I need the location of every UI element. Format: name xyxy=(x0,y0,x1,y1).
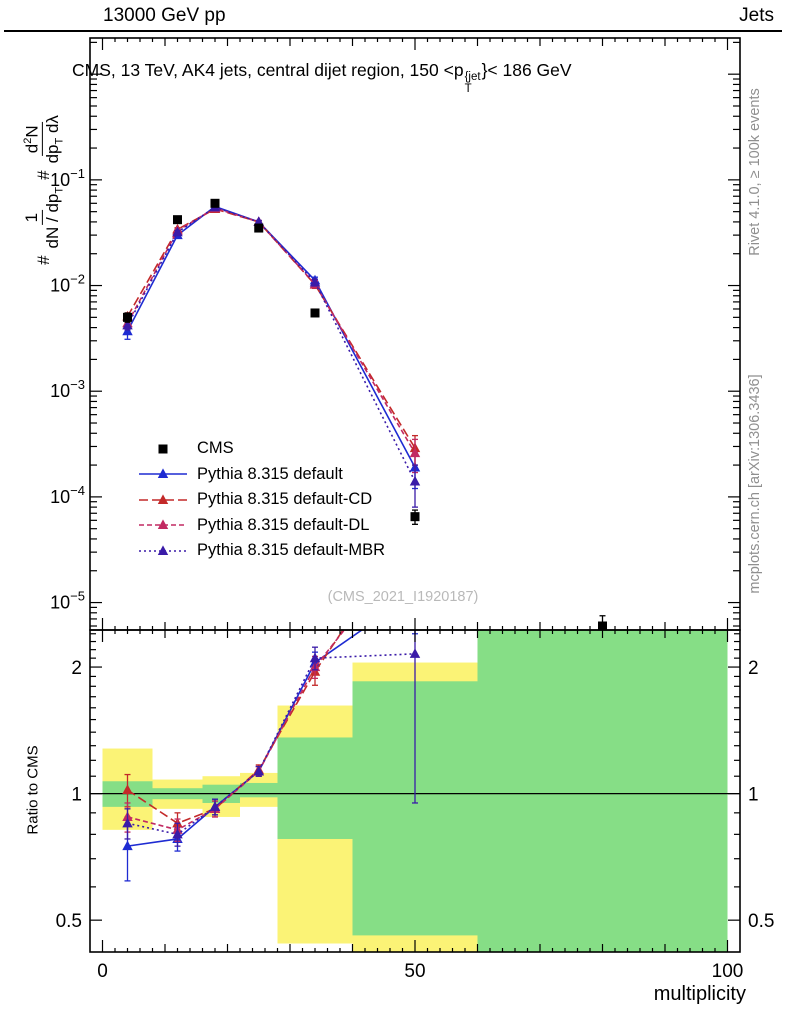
plot-title-sub: T xyxy=(464,82,472,95)
svg-text:0.5: 0.5 xyxy=(56,911,82,932)
svg-text:2: 2 xyxy=(748,658,759,679)
svg-text:0.5: 0.5 xyxy=(748,911,774,932)
legend-item-label: Pythia 8.315 default-DL xyxy=(197,515,370,534)
svg-text:1: 1 xyxy=(748,785,759,806)
square-marker-icon xyxy=(158,444,168,454)
svg-text:10−5: 10−5 xyxy=(50,589,85,613)
plot-title-supsub: {jet T xyxy=(464,71,481,95)
legend-item: Pythia 8.315 default-MBR xyxy=(138,538,385,564)
legend: CMS Pythia 8.315 default Pythia 8.315 defa… xyxy=(138,436,385,564)
plot-title: CMS, 13 TeV, AK4 jets, central dijet reg… xyxy=(72,60,572,95)
y-label-fraction-2: d2N dpT dλ xyxy=(21,115,66,164)
y-label-fraction-1: 1 dN / dpT xyxy=(22,186,66,249)
y-label-hash: # xyxy=(33,255,53,265)
legend-item-label: Pythia 8.315 default xyxy=(197,464,343,483)
svg-text:1: 1 xyxy=(71,785,82,806)
svg-text:0: 0 xyxy=(97,961,108,982)
y-label-hash: # xyxy=(33,170,53,180)
legend-item: Pythia 8.315 default-CD xyxy=(138,487,385,513)
ratio-y-axis-label: Ratio to CMS xyxy=(24,745,42,835)
legend-item: Pythia 8.315 default-DL xyxy=(138,513,385,539)
svg-text:2: 2 xyxy=(71,658,82,679)
analysis-id-watermark: (CMS_2021_I1920187) xyxy=(327,589,479,605)
svg-text:10−4: 10−4 xyxy=(50,483,85,507)
triangle-marker-icon xyxy=(139,519,187,530)
rivet-version-label: Rivet 4.1.0, ≥ 100k events xyxy=(747,88,763,256)
plot-title-text-after: }< 186 GeV xyxy=(481,60,572,80)
svg-text:10−3: 10−3 xyxy=(50,377,85,401)
analysis-group-label: Jets xyxy=(739,5,774,26)
svg-text:50: 50 xyxy=(404,961,425,982)
x-axis-label: multiplicity xyxy=(653,983,746,1005)
svg-text:10−1: 10−1 xyxy=(50,166,85,190)
triangle-marker-icon xyxy=(139,545,187,555)
triangle-marker-icon xyxy=(139,468,187,479)
legend-item: CMS xyxy=(138,436,385,462)
legend-item-label: Pythia 8.315 default-MBR xyxy=(197,541,386,560)
triangle-marker-icon xyxy=(139,494,187,504)
header-rule xyxy=(4,30,782,32)
svg-text:10−2: 10−2 xyxy=(50,272,85,296)
main-y-axis-label: # 1 dN / dpT # d2N dpT dλ xyxy=(21,115,66,265)
beam-energy-label: 13000 GeV pp xyxy=(103,5,226,26)
mcplots-credit-label: mcplots.cern.ch [arXiv:1306.3436] xyxy=(747,374,763,594)
legend-item: Pythia 8.315 default xyxy=(138,462,385,488)
plot-title-sup: {jet xyxy=(464,71,481,83)
svg-text:100: 100 xyxy=(712,961,744,982)
plot-title-text: CMS, 13 TeV, AK4 jets, central dijet reg… xyxy=(72,60,464,80)
legend-item-label: CMS xyxy=(197,439,234,458)
legend-item-label: Pythia 8.315 default-CD xyxy=(197,490,373,509)
